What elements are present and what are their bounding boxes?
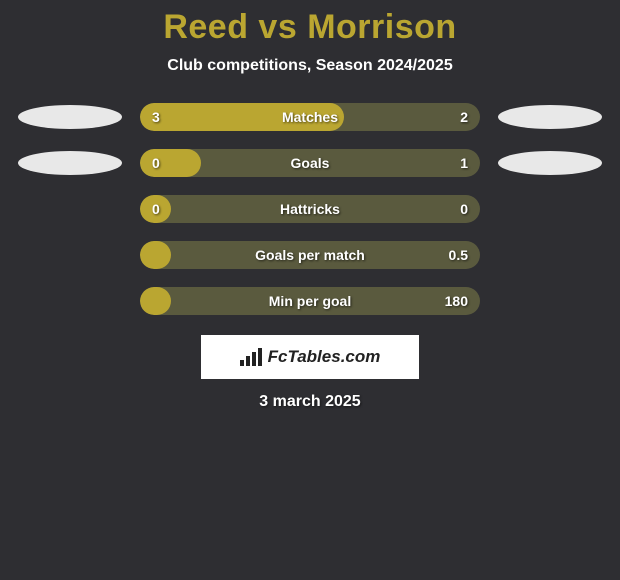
- subtitle: Club competitions, Season 2024/2025: [0, 57, 620, 75]
- stat-right-value: 0.5: [449, 241, 468, 269]
- stat-right-value: 1: [460, 149, 468, 177]
- team-badge-icon: [18, 151, 122, 175]
- stat-right-value: 180: [445, 287, 468, 315]
- stat-bar: Goals per match 0.5: [140, 241, 480, 269]
- stat-bar: 3 Matches 2: [140, 103, 480, 131]
- stat-left-value: 3: [152, 103, 160, 131]
- stat-left-value: 0: [152, 149, 160, 177]
- comparison-widget: Reed vs Morrison Club competitions, Seas…: [0, 0, 620, 411]
- stat-label: Goals per match: [255, 241, 365, 269]
- stat-label: Matches: [282, 103, 338, 131]
- bar-chart-icon: [240, 348, 262, 366]
- team-badge-icon: [498, 105, 602, 129]
- page-title: Reed vs Morrison: [0, 8, 620, 47]
- right-team-badge-slot: [480, 243, 620, 267]
- left-team-badge-slot: [0, 289, 140, 313]
- stat-right-value: 0: [460, 195, 468, 223]
- right-team-badge-slot: [480, 105, 620, 129]
- stat-bar-fill: [140, 149, 201, 177]
- left-team-badge-slot: [0, 197, 140, 221]
- stat-row: Min per goal 180: [0, 287, 620, 315]
- brand-box: FcTables.com: [201, 335, 419, 379]
- left-team-badge-slot: [0, 243, 140, 267]
- stat-right-value: 2: [460, 103, 468, 131]
- stat-bar: 0 Hattricks 0: [140, 195, 480, 223]
- team-badge-icon: [498, 151, 602, 175]
- stat-row: 0 Hattricks 0: [0, 195, 620, 223]
- right-team-badge-slot: [480, 151, 620, 175]
- right-team-badge-slot: [480, 197, 620, 221]
- left-team-badge-slot: [0, 105, 140, 129]
- team-badge-icon: [18, 105, 122, 129]
- stat-bar: Min per goal 180: [140, 287, 480, 315]
- stat-label: Min per goal: [269, 287, 351, 315]
- brand-label: FcTables.com: [268, 347, 381, 367]
- stat-row: 3 Matches 2: [0, 103, 620, 131]
- stat-label: Hattricks: [280, 195, 340, 223]
- stat-row: Goals per match 0.5: [0, 241, 620, 269]
- date-label: 3 march 2025: [0, 393, 620, 411]
- left-team-badge-slot: [0, 151, 140, 175]
- stat-label: Goals: [291, 149, 330, 177]
- stat-left-value: 0: [152, 195, 160, 223]
- stat-bar-fill: [140, 287, 171, 315]
- stat-bar-fill: [140, 241, 171, 269]
- right-team-badge-slot: [480, 289, 620, 313]
- stat-bar: 0 Goals 1: [140, 149, 480, 177]
- stat-row: 0 Goals 1: [0, 149, 620, 177]
